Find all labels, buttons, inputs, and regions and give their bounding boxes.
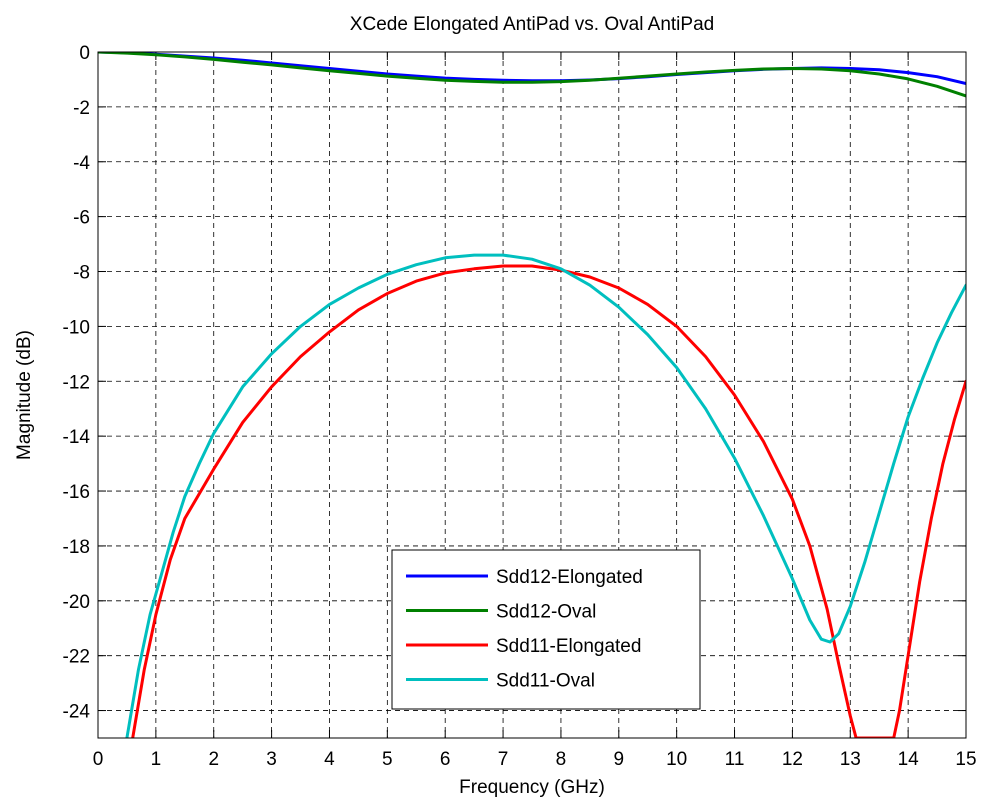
x-tick-label: 6 (440, 749, 451, 770)
x-tick-label: 9 (614, 749, 625, 770)
x-tick-label: 0 (93, 749, 104, 770)
y-tick-label: 0 (79, 43, 90, 64)
x-axis-label: Frequency (GHz) (459, 777, 605, 798)
x-tick-label: 14 (898, 749, 920, 770)
x-tick-label: 10 (666, 749, 687, 770)
y-axis-label: Magnitude (dB) (14, 330, 35, 460)
y-tick-label: -8 (73, 263, 90, 284)
x-tick-label: 4 (324, 749, 335, 770)
y-tick-label: -20 (63, 592, 90, 613)
x-tick-label: 2 (208, 749, 219, 770)
x-tick-label: 8 (556, 749, 567, 770)
y-tick-labels: 0 -2 -4 -6 -8 -10 -12 -14 -16 -18 -20 -22 -24 (63, 43, 91, 723)
legend-entry-label: Sdd12-Oval (496, 602, 596, 623)
legend-entry-label: Sdd11-Elongated (496, 636, 641, 657)
x-tick-label: 5 (382, 749, 393, 770)
x-tick-label: 12 (782, 749, 803, 770)
x-tick-label: 1 (151, 749, 162, 770)
y-tick-label: -18 (63, 537, 90, 558)
y-tick-label: -4 (73, 153, 90, 174)
x-tick-labels: 0 1 2 3 4 5 6 7 8 9 10 11 12 13 14 15 (93, 749, 977, 770)
y-tick-label: -24 (63, 702, 91, 723)
y-tick-label: -16 (63, 482, 90, 503)
series-lines (98, 52, 966, 738)
chart-title: XCede Elongated AntiPad vs. Oval AntiPad (350, 14, 714, 35)
y-tick-label: -2 (73, 98, 90, 119)
series-line-sdd12-oval (98, 52, 966, 98)
y-tick-label: -6 (73, 208, 90, 229)
y-tick-label: -10 (63, 317, 90, 338)
x-tick-label: 7 (498, 749, 509, 770)
legend-entry-label: Sdd11-Oval (496, 671, 595, 692)
x-tick-label: 3 (266, 749, 277, 770)
legend: Sdd12-Elongated Sdd12-Oval Sdd11-Elongated… (391, 549, 701, 710)
x-tick-label: 13 (840, 749, 861, 770)
y-tick-label: -14 (63, 427, 91, 448)
plot-area-frame (97, 51, 967, 739)
x-tick-label: 11 (725, 749, 745, 770)
x-tick-label: 15 (955, 749, 976, 770)
y-tick-label: -22 (63, 647, 90, 668)
y-tick-label: -12 (63, 372, 90, 393)
series-line-sdd11-oval (125, 253, 966, 738)
series-line-sdd11-elongated (131, 264, 966, 738)
legend-entry-label: Sdd12-Elongated (496, 567, 643, 588)
